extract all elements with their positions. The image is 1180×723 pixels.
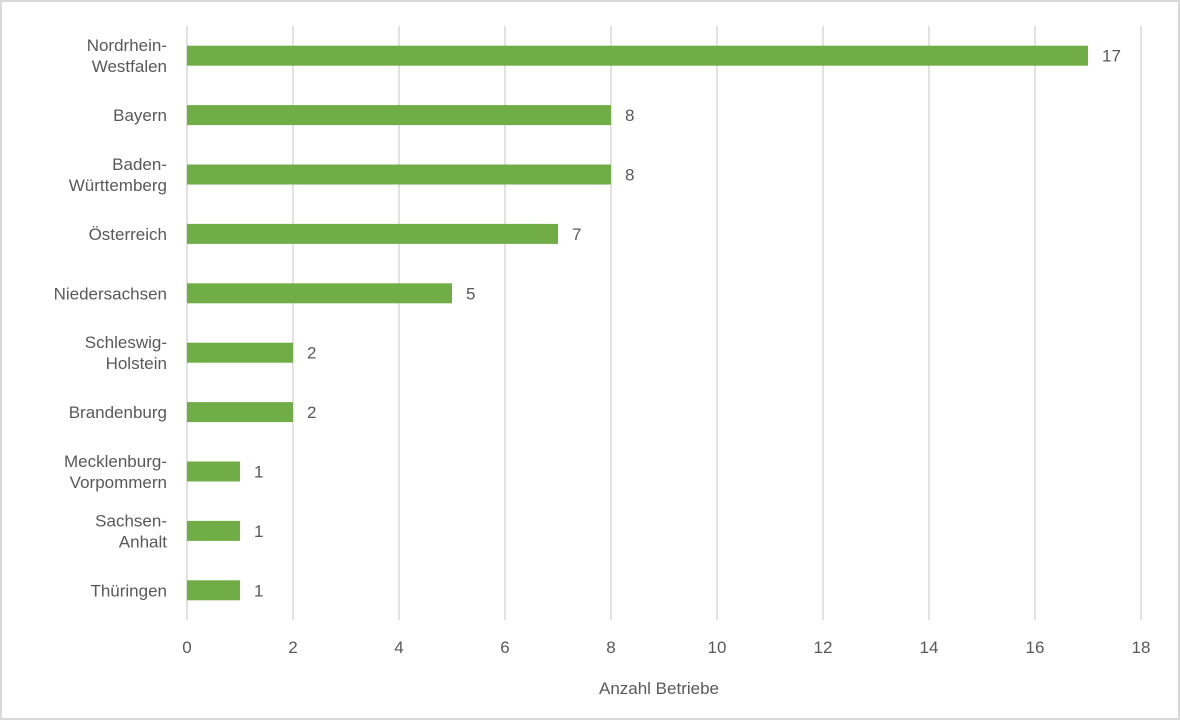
x-tick-label: 0 — [182, 638, 191, 657]
y-tick-label: Nordrhein- Westfalen — [87, 36, 167, 76]
y-tick-label-line: Schleswig- — [85, 333, 167, 352]
y-tick-label: Niedersachsen — [54, 284, 167, 303]
y-tick-label-line: Baden- — [112, 155, 167, 174]
x-tick-label: 2 — [288, 638, 297, 657]
y-tick-label: Mecklenburg- Vorpommern — [64, 452, 167, 492]
data-label: 17 — [1102, 47, 1121, 66]
data-label: 7 — [572, 225, 581, 244]
bar — [187, 105, 611, 126]
bar — [187, 283, 452, 304]
y-tick-label-line: Bayern — [113, 106, 167, 125]
bar — [187, 45, 1088, 66]
bar — [187, 164, 611, 185]
data-label: 1 — [254, 463, 263, 482]
bar — [187, 342, 293, 363]
data-label: 1 — [254, 581, 263, 600]
data-label: 5 — [466, 284, 475, 303]
y-tick-label: Baden- Württemberg — [69, 155, 167, 195]
x-tick-label: 4 — [394, 638, 403, 657]
data-label: 1 — [254, 522, 263, 541]
y-tick-label-line: Nordrhein- — [87, 36, 167, 55]
y-tick-label-line: Württemberg — [69, 176, 167, 195]
x-axis-label: Anzahl Betriebe — [599, 679, 719, 698]
y-tick-label-line: Holstein — [106, 354, 167, 373]
y-tick-label: Thüringen — [90, 581, 167, 600]
x-tick-label: 6 — [500, 638, 509, 657]
y-tick-label-line: Anhalt — [119, 532, 167, 551]
y-tick-label: Bayern — [113, 106, 167, 125]
y-tick-label: Österreich — [89, 225, 167, 244]
bar — [187, 402, 293, 423]
y-tick-label-line: Thüringen — [90, 581, 167, 600]
x-tick-label: 12 — [814, 638, 833, 657]
data-label: 8 — [625, 106, 634, 125]
y-tick-label-line: Vorpommern — [70, 473, 167, 492]
y-tick-label: Sachsen- Anhalt — [95, 511, 167, 551]
y-tick-label-line: Österreich — [89, 225, 167, 244]
y-tick-label: Schleswig- Holstein — [85, 333, 167, 373]
bar — [187, 461, 240, 482]
x-tick-label: 10 — [708, 638, 727, 657]
data-label: 2 — [307, 403, 316, 422]
data-label: 2 — [307, 344, 316, 363]
y-tick-label: Brandenburg — [69, 403, 167, 422]
x-tick-label: 14 — [920, 638, 939, 657]
x-tick-label: 18 — [1132, 638, 1151, 657]
x-tick-label: 8 — [606, 638, 615, 657]
bar — [187, 520, 240, 541]
y-tick-label-line: Westfalen — [92, 57, 167, 76]
bar — [187, 223, 558, 244]
y-tick-label-line: Niedersachsen — [54, 284, 167, 303]
y-tick-label-line: Mecklenburg- — [64, 452, 167, 471]
y-tick-label-line: Sachsen- — [95, 511, 167, 530]
data-label: 8 — [625, 166, 634, 185]
x-tick-label: 16 — [1026, 638, 1045, 657]
y-tick-label-line: Brandenburg — [69, 403, 167, 422]
bar — [187, 580, 240, 601]
